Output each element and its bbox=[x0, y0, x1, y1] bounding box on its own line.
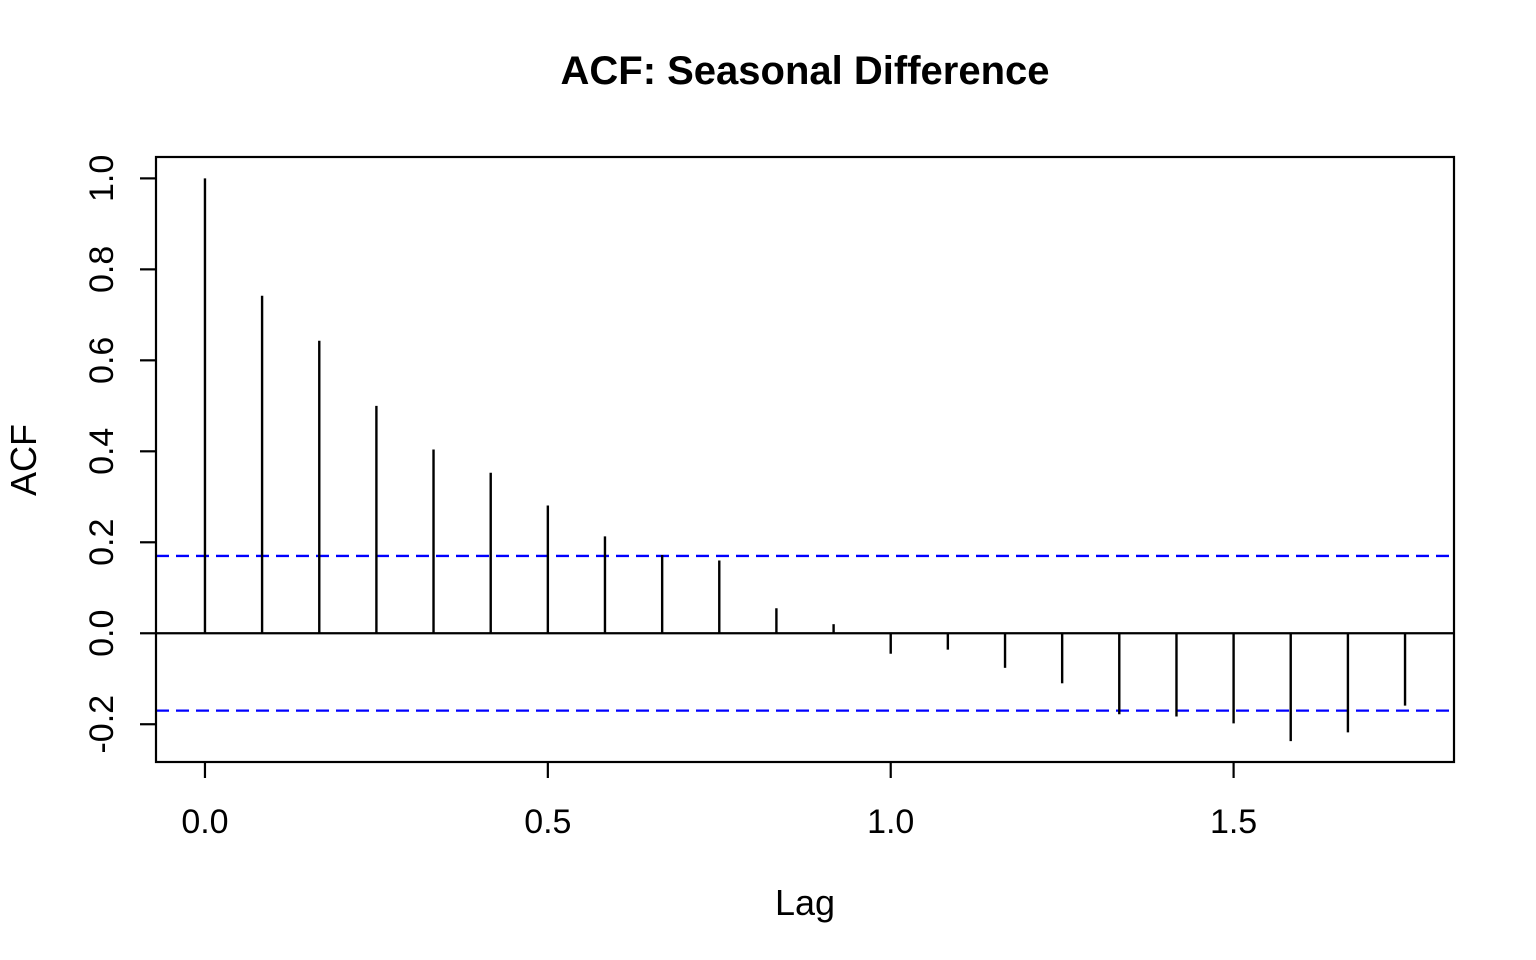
confidence-bounds bbox=[156, 554, 1454, 712]
y-tick-label: 0.2 bbox=[83, 519, 121, 566]
x-tick-label: 1.0 bbox=[867, 803, 914, 841]
x-tick-label: 0.5 bbox=[524, 803, 571, 841]
y-tick-label: 0.4 bbox=[83, 428, 121, 475]
x-tick-label: 0.0 bbox=[181, 803, 228, 841]
chart-title: ACF: Seasonal Difference bbox=[560, 49, 1049, 93]
y-tick-label: 1.0 bbox=[83, 155, 121, 202]
acf-bars bbox=[203, 178, 1407, 742]
x-axis-label: Lag bbox=[775, 882, 835, 923]
y-tick-label: 0.8 bbox=[83, 246, 121, 293]
y-tick-label: -0.2 bbox=[83, 695, 121, 754]
x-tick-label: 1.5 bbox=[1210, 803, 1257, 841]
y-axis-label: ACF bbox=[3, 424, 44, 496]
x-axis-ticks: 0.0 0.5 1.0 1.5 bbox=[181, 762, 1257, 841]
plot-border bbox=[154, 155, 1456, 764]
y-axis-ticks: -0.2 0.0 0.2 0.4 0.6 0.8 1.0 bbox=[83, 155, 156, 754]
y-tick-label: 0.0 bbox=[83, 610, 121, 657]
y-tick-label: 0.6 bbox=[83, 337, 121, 384]
